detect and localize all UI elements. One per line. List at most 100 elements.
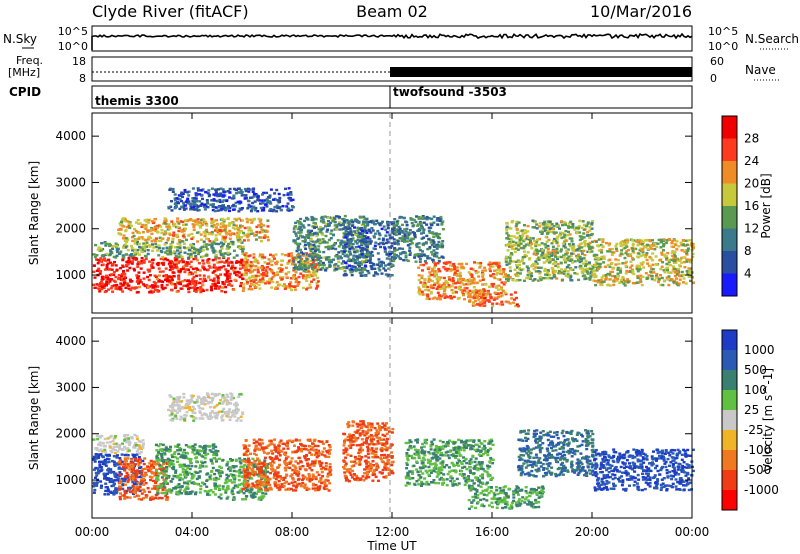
rti-cell-power	[429, 285, 433, 288]
rti-cell-velocity	[113, 435, 117, 438]
rti-cell-power	[671, 269, 675, 272]
rti-cell-power	[500, 286, 503, 289]
rti-cell-power	[263, 234, 267, 237]
rti-cell-power	[588, 278, 592, 281]
rti-cell-power	[249, 279, 253, 283]
rti-cell-power	[187, 219, 191, 222]
rti-cell-power	[228, 245, 232, 249]
rti-cell-power	[187, 246, 191, 249]
rti-cell-power	[346, 259, 350, 262]
rti-cell-power	[478, 279, 482, 282]
rti-cell-power	[385, 231, 389, 234]
rti-cell-power	[570, 237, 574, 240]
rti-cell-power	[250, 274, 254, 278]
rti-cell-power	[295, 279, 299, 282]
rti-cell-power	[344, 261, 348, 265]
rti-cell-power	[188, 202, 192, 206]
rti-cell-power	[380, 272, 384, 275]
rti-cell-velocity	[110, 451, 114, 454]
rti-cell-power	[322, 250, 326, 254]
rti-cell-power	[326, 228, 330, 231]
rti-cell-power	[329, 259, 333, 262]
rti-cell-power	[550, 242, 554, 245]
rti-cell-power	[399, 252, 403, 256]
rti-cell-power	[599, 243, 603, 247]
rti-cell-power	[547, 261, 551, 264]
rti-cell-power	[261, 280, 265, 283]
rti-cell-power	[356, 268, 360, 272]
rti-cell-power	[641, 251, 645, 254]
rti-cell-power	[314, 274, 318, 277]
rti-cell-power	[571, 261, 574, 264]
rti-cell-power	[141, 223, 145, 227]
rti-cell-power	[523, 253, 527, 257]
rti-cell-power	[452, 295, 456, 299]
rti-cell-power	[210, 187, 214, 190]
rti-cell-velocity	[118, 495, 122, 499]
rti-cell-power	[293, 285, 297, 288]
rti-cell-velocity	[123, 457, 127, 460]
rti-cell-power	[350, 270, 354, 274]
rti-cell-power	[359, 246, 363, 250]
rti-cell-power	[196, 205, 200, 208]
rti-cell-power	[537, 243, 541, 247]
rti-cell-power	[241, 266, 245, 269]
rti-cell-power	[410, 221, 414, 225]
rti-cell-power	[242, 262, 246, 265]
rti-cell-power	[139, 246, 143, 249]
rti-cell-power	[296, 227, 300, 231]
rti-cell-velocity	[149, 478, 152, 482]
rti-cell-power	[478, 266, 482, 269]
rti-cell-power	[262, 236, 266, 239]
rti-cell-power	[103, 268, 107, 271]
rti-cell-power	[202, 277, 206, 280]
rti-cell-power	[372, 262, 376, 266]
rti-cell-power	[344, 229, 348, 232]
rti-cell-power	[303, 219, 307, 223]
rti-cell-power	[231, 208, 235, 211]
rti-cell-power	[206, 206, 210, 209]
rti-cell-power	[372, 235, 376, 238]
rti-cell-power	[189, 253, 193, 256]
rti-cell-power	[513, 298, 516, 301]
rti-cell-power	[620, 278, 624, 282]
rti-cell-power	[568, 237, 572, 240]
rti-cell-power	[672, 253, 676, 256]
rti-cell-power	[159, 239, 163, 243]
rti-cell-power	[258, 255, 262, 258]
rti-cell-power	[333, 242, 337, 245]
rti-cell-power	[249, 271, 253, 274]
rti-cell-power	[604, 265, 608, 269]
rti-cell-power	[256, 198, 260, 202]
rti-cell-power	[662, 242, 666, 246]
rti-cell-power	[230, 232, 234, 235]
rti-cell-power	[197, 221, 201, 224]
rti-cell-power	[126, 220, 130, 223]
rti-cell-power	[170, 276, 174, 279]
rti-cell-power	[366, 224, 370, 227]
rti-cell-power	[180, 230, 184, 233]
rti-cell-power	[131, 239, 135, 243]
rti-cell-power	[238, 226, 242, 229]
rti-cell-power	[352, 257, 355, 260]
rti-cell-power	[317, 227, 321, 231]
rti-cell-power	[607, 278, 611, 281]
rti-cell-velocity	[133, 453, 137, 457]
rti-cell-power	[202, 240, 206, 243]
rti-cell-power	[202, 274, 206, 277]
rti-cell-power	[677, 245, 681, 248]
rti-cell-power	[665, 266, 669, 270]
rti-cell-power	[299, 222, 303, 225]
rti-cell-power	[95, 254, 99, 257]
rti-cell-power	[482, 288, 486, 291]
rti-cell-power	[193, 251, 196, 254]
rti-cell-power	[387, 245, 391, 249]
rti-cell-power	[525, 276, 529, 280]
rti-cell-power	[441, 228, 445, 231]
rti-cell-power	[583, 244, 587, 248]
rti-cell-power	[475, 271, 479, 275]
rti-cell-power	[512, 235, 516, 238]
rti-cell-power	[242, 273, 246, 277]
rti-cell-power	[429, 241, 433, 244]
rti-cell-power	[175, 197, 179, 200]
